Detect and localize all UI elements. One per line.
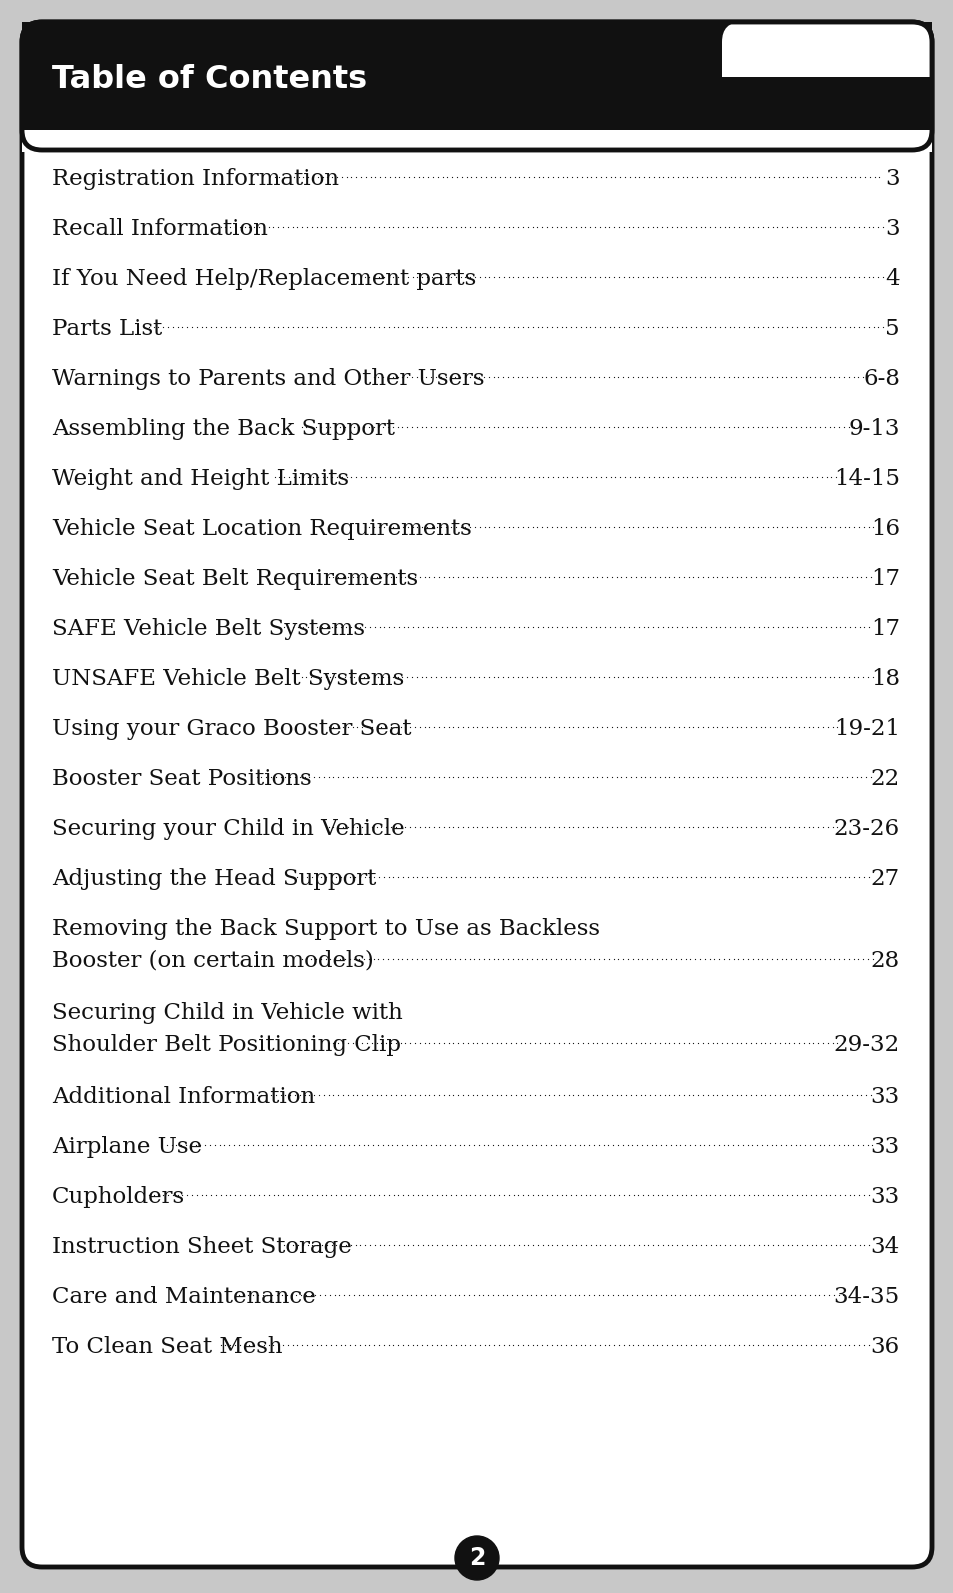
Text: Weight and Height Limits: Weight and Height Limits	[52, 468, 349, 491]
Text: 17: 17	[870, 569, 899, 589]
Text: 9-13: 9-13	[847, 417, 899, 440]
Text: 22: 22	[870, 768, 899, 790]
Text: Warnings to Parents and Other Users: Warnings to Parents and Other Users	[52, 368, 484, 390]
Text: 19-21: 19-21	[833, 718, 899, 741]
Text: 23-26: 23-26	[833, 817, 899, 840]
Text: Securing your Child in Vehicle: Securing your Child in Vehicle	[52, 817, 404, 840]
Text: Instruction Sheet Storage: Instruction Sheet Storage	[52, 1236, 352, 1258]
Text: 27: 27	[870, 868, 899, 890]
Text: 6-8: 6-8	[862, 368, 899, 390]
Text: Shoulder Belt Positioning Clip: Shoulder Belt Positioning Clip	[52, 1034, 400, 1056]
Text: Booster Seat Positions: Booster Seat Positions	[52, 768, 312, 790]
Bar	[22, 22, 931, 131]
Text: Registration Information: Registration Information	[52, 167, 338, 190]
Text: 3: 3	[884, 218, 899, 241]
Text: 28: 28	[870, 949, 899, 972]
Text: 14-15: 14-15	[833, 468, 899, 491]
Bar	[721, 76, 931, 131]
Text: 5: 5	[884, 319, 899, 339]
Text: Cupholders: Cupholders	[52, 1187, 185, 1207]
Text: 33: 33	[870, 1086, 899, 1109]
Text: Table of Contents: Table of Contents	[52, 64, 367, 96]
Text: Airplane Use: Airplane Use	[52, 1136, 202, 1158]
Text: Assembling the Back Support: Assembling the Back Support	[52, 417, 395, 440]
Text: 33: 33	[870, 1136, 899, 1158]
Text: Parts List: Parts List	[52, 319, 162, 339]
Text: Vehicle Seat Belt Requirements: Vehicle Seat Belt Requirements	[52, 569, 417, 589]
Text: 16: 16	[870, 518, 899, 540]
Text: Adjusting the Head Support: Adjusting the Head Support	[52, 868, 376, 890]
Text: 33: 33	[870, 1187, 899, 1207]
Text: Care and Maintenance: Care and Maintenance	[52, 1286, 315, 1308]
Bar	[22, 131, 931, 151]
FancyBboxPatch shape	[22, 22, 931, 1568]
Text: 36: 36	[870, 1337, 899, 1357]
Text: 29-32: 29-32	[833, 1034, 899, 1056]
Circle shape	[455, 1536, 498, 1580]
Text: Booster (on certain models): Booster (on certain models)	[52, 949, 374, 972]
FancyBboxPatch shape	[22, 22, 931, 150]
FancyBboxPatch shape	[721, 22, 931, 97]
Text: 34-35: 34-35	[833, 1286, 899, 1308]
Text: Removing the Back Support to Use as Backless: Removing the Back Support to Use as Back…	[52, 918, 599, 940]
Text: SAFE Vehicle Belt Systems: SAFE Vehicle Belt Systems	[52, 618, 365, 640]
Text: If You Need Help/Replacement parts: If You Need Help/Replacement parts	[52, 268, 476, 290]
Text: Recall Information: Recall Information	[52, 218, 268, 241]
Text: UNSAFE Vehicle Belt Systems: UNSAFE Vehicle Belt Systems	[52, 667, 404, 690]
Text: 4: 4	[884, 268, 899, 290]
Text: Vehicle Seat Location Requirements: Vehicle Seat Location Requirements	[52, 518, 471, 540]
Text: To Clean Seat Mesh: To Clean Seat Mesh	[52, 1337, 282, 1357]
Text: Securing Child in Vehicle with: Securing Child in Vehicle with	[52, 1002, 402, 1024]
Text: 34: 34	[870, 1236, 899, 1258]
Text: 3: 3	[884, 167, 899, 190]
Text: Additional Information: Additional Information	[52, 1086, 314, 1109]
Text: Using your Graco Booster Seat: Using your Graco Booster Seat	[52, 718, 418, 741]
Text: 17: 17	[870, 618, 899, 640]
Text: 2: 2	[468, 1545, 485, 1571]
Text: 18: 18	[870, 667, 899, 690]
